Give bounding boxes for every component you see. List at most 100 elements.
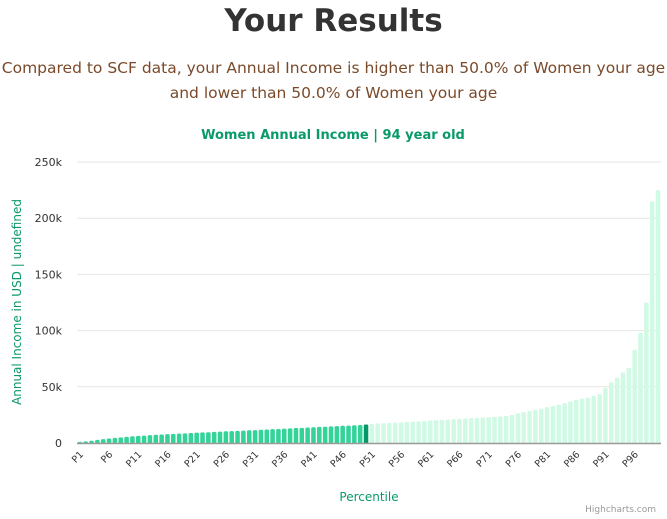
bar-p92[interactable] (609, 382, 614, 444)
bar-p98[interactable] (644, 302, 649, 445)
bar-p25[interactable] (217, 431, 223, 444)
bar-p82[interactable] (550, 405, 556, 444)
bar-p28[interactable] (235, 430, 240, 444)
bar-p11[interactable] (136, 435, 141, 444)
bar-p81[interactable] (544, 407, 550, 444)
bar-p13[interactable] (147, 435, 153, 444)
bar-p95[interactable] (626, 367, 632, 444)
bar-p10[interactable] (130, 436, 135, 444)
bar-p65[interactable] (451, 419, 456, 444)
bar-p18[interactable] (176, 433, 182, 444)
bar-p31[interactable] (252, 430, 258, 444)
bar-p87[interactable] (579, 398, 585, 444)
bar-p76[interactable] (515, 413, 521, 444)
bar-p62[interactable] (433, 420, 439, 444)
bar-p33[interactable] (264, 429, 270, 444)
bar-p85[interactable] (568, 401, 573, 444)
bar-p16[interactable] (165, 434, 170, 444)
bar-p70[interactable] (480, 417, 486, 444)
bar-p12[interactable] (141, 435, 147, 444)
bar-p47[interactable] (346, 425, 351, 444)
bar-p53[interactable] (381, 423, 386, 444)
bar-p55[interactable] (392, 422, 398, 444)
bar-p29[interactable] (241, 430, 246, 444)
bar-p96[interactable] (632, 349, 637, 444)
bar-p27[interactable] (229, 431, 234, 444)
bar-p83[interactable] (556, 404, 562, 444)
bar-p19[interactable] (182, 433, 188, 444)
bar-p86[interactable] (574, 399, 579, 444)
bar-p9[interactable] (124, 436, 129, 444)
bar-p91[interactable] (603, 387, 608, 444)
bar-p45[interactable] (334, 426, 340, 444)
bar-p61[interactable] (428, 420, 433, 444)
bar-p34[interactable] (270, 429, 275, 444)
bar-p49[interactable] (357, 425, 363, 444)
bar-p46[interactable] (340, 425, 345, 444)
bar-p56[interactable] (398, 422, 404, 444)
bar-p69[interactable] (474, 417, 480, 444)
bar-p21[interactable] (194, 432, 199, 444)
bar-p78[interactable] (527, 410, 532, 444)
bars (77, 190, 661, 445)
bar-p88[interactable] (585, 397, 591, 444)
bar-p50[interactable] (363, 424, 369, 444)
bar-p66[interactable] (457, 418, 462, 444)
bar-p54[interactable] (387, 422, 392, 444)
bar-p30[interactable] (246, 430, 252, 444)
bar-p15[interactable] (159, 434, 164, 444)
bar-p52[interactable] (375, 423, 380, 444)
bar-p8[interactable] (118, 437, 124, 444)
bar-p57[interactable] (404, 421, 410, 444)
bar-p35[interactable] (276, 428, 281, 444)
bar-p51[interactable] (369, 423, 375, 444)
bar-p58[interactable] (410, 421, 416, 444)
bar-p79[interactable] (533, 409, 538, 444)
bar-p75[interactable] (509, 414, 515, 444)
bar-p17[interactable] (171, 433, 176, 444)
bar-p20[interactable] (188, 432, 194, 444)
bar-p14[interactable] (153, 434, 159, 444)
bar-p38[interactable] (293, 428, 299, 444)
bar-p93[interactable] (614, 377, 620, 444)
bar-p67[interactable] (463, 418, 468, 444)
bar-p26[interactable] (223, 431, 229, 444)
bar-p68[interactable] (468, 418, 474, 444)
bar-p43[interactable] (322, 426, 328, 444)
bar-p32[interactable] (258, 429, 264, 444)
bar-p60[interactable] (422, 420, 427, 444)
bar-p36[interactable] (282, 428, 287, 444)
bar-p90[interactable] (597, 394, 602, 444)
bar-p24[interactable] (211, 431, 217, 444)
bar-p23[interactable] (206, 432, 211, 444)
bar-p37[interactable] (287, 428, 293, 444)
bar-p41[interactable] (311, 427, 316, 444)
bar-p73[interactable] (498, 416, 503, 444)
bar-p44[interactable] (328, 426, 334, 444)
bar-p74[interactable] (503, 416, 509, 444)
bar-p99[interactable] (649, 201, 655, 444)
x-tick-label: P31 (241, 449, 261, 469)
bar-p72[interactable] (492, 416, 497, 444)
bar-p63[interactable] (439, 419, 445, 444)
bar-p6[interactable] (106, 438, 112, 444)
bar-p94[interactable] (620, 372, 626, 444)
bar-p48[interactable] (352, 425, 357, 444)
bar-p42[interactable] (317, 426, 322, 444)
y-tick-label: 150k (35, 268, 63, 281)
bar-p22[interactable] (200, 432, 205, 444)
bar-p89[interactable] (591, 395, 597, 444)
bar-p7[interactable] (112, 437, 118, 444)
bar-p40[interactable] (305, 427, 310, 444)
highcharts-credit[interactable]: Highcharts.com (585, 505, 656, 515)
bar-p39[interactable] (299, 427, 305, 444)
bar-p59[interactable] (416, 421, 421, 444)
y-tick-label: 0 (55, 437, 62, 450)
bar-p80[interactable] (538, 408, 544, 444)
bar-p71[interactable] (486, 417, 491, 444)
bar-p77[interactable] (521, 412, 526, 444)
bar-p64[interactable] (445, 419, 451, 444)
bar-p100[interactable] (655, 190, 661, 444)
bar-p84[interactable] (562, 403, 567, 444)
bar-p97[interactable] (638, 332, 643, 444)
